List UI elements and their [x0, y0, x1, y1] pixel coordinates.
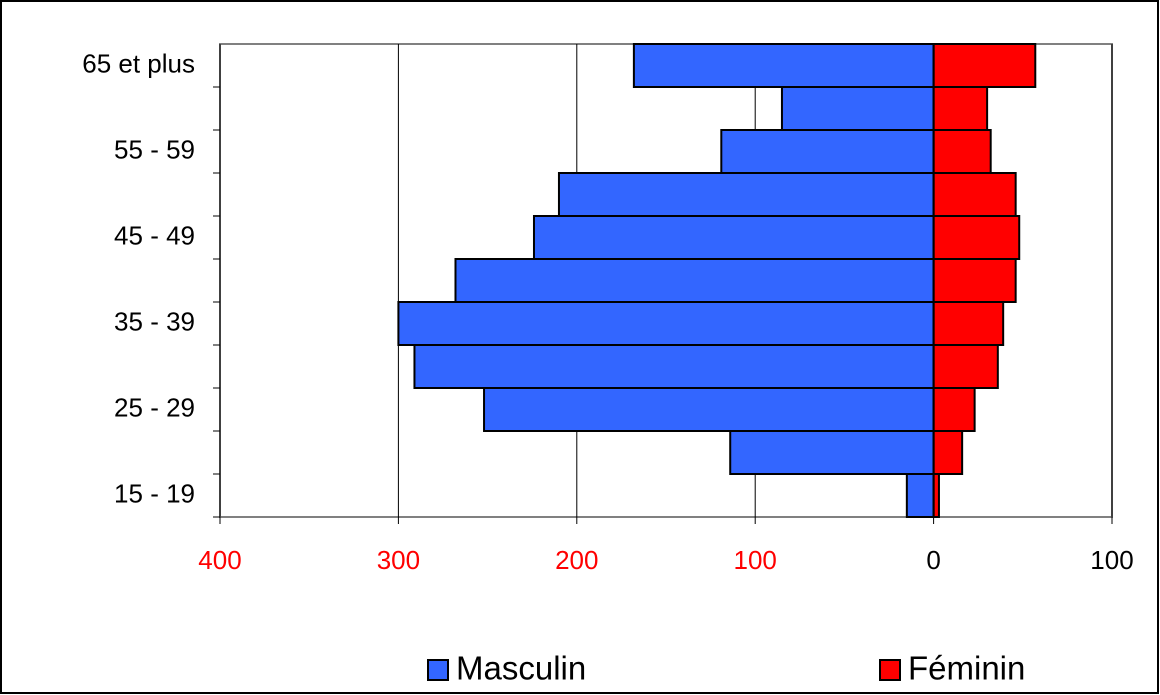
- y-tick-label: 45 - 49: [114, 220, 195, 250]
- legend-swatch: [427, 659, 449, 681]
- x-tick-label: 0: [926, 545, 940, 575]
- bar: [932, 344, 999, 389]
- bar: [397, 301, 935, 346]
- bar: [905, 473, 935, 518]
- bar: [729, 430, 935, 475]
- bar: [557, 172, 935, 217]
- legend-swatch: [879, 659, 901, 681]
- x-tick-label: 200: [555, 545, 598, 575]
- y-tick-label: 35 - 39: [114, 306, 195, 336]
- bar: [932, 43, 1037, 88]
- bar: [932, 387, 976, 432]
- bar: [932, 172, 1017, 217]
- bar: [932, 301, 1005, 346]
- x-tick-label: 100: [1090, 545, 1133, 575]
- legend-label: Masculin: [456, 650, 586, 687]
- bar: [932, 215, 1021, 260]
- y-tick-label: 25 - 29: [114, 392, 195, 422]
- bar: [932, 258, 1017, 303]
- x-tick-label: 400: [198, 545, 241, 575]
- bar: [932, 129, 992, 174]
- bar: [932, 430, 964, 475]
- bar: [932, 86, 989, 131]
- y-tick-label: 55 - 59: [114, 134, 195, 164]
- bar: [632, 43, 935, 88]
- legend-label: Féminin: [908, 650, 1025, 687]
- x-tick-label: 300: [377, 545, 420, 575]
- bar: [780, 86, 935, 131]
- bar: [720, 129, 935, 174]
- bar: [532, 215, 935, 260]
- y-tick-label: 15 - 19: [114, 478, 195, 508]
- bar: [483, 387, 935, 432]
- x-tick-label: 100: [734, 545, 777, 575]
- y-tick-label: 65 et plus: [82, 48, 195, 78]
- bar: [454, 258, 935, 303]
- bar: [413, 344, 935, 389]
